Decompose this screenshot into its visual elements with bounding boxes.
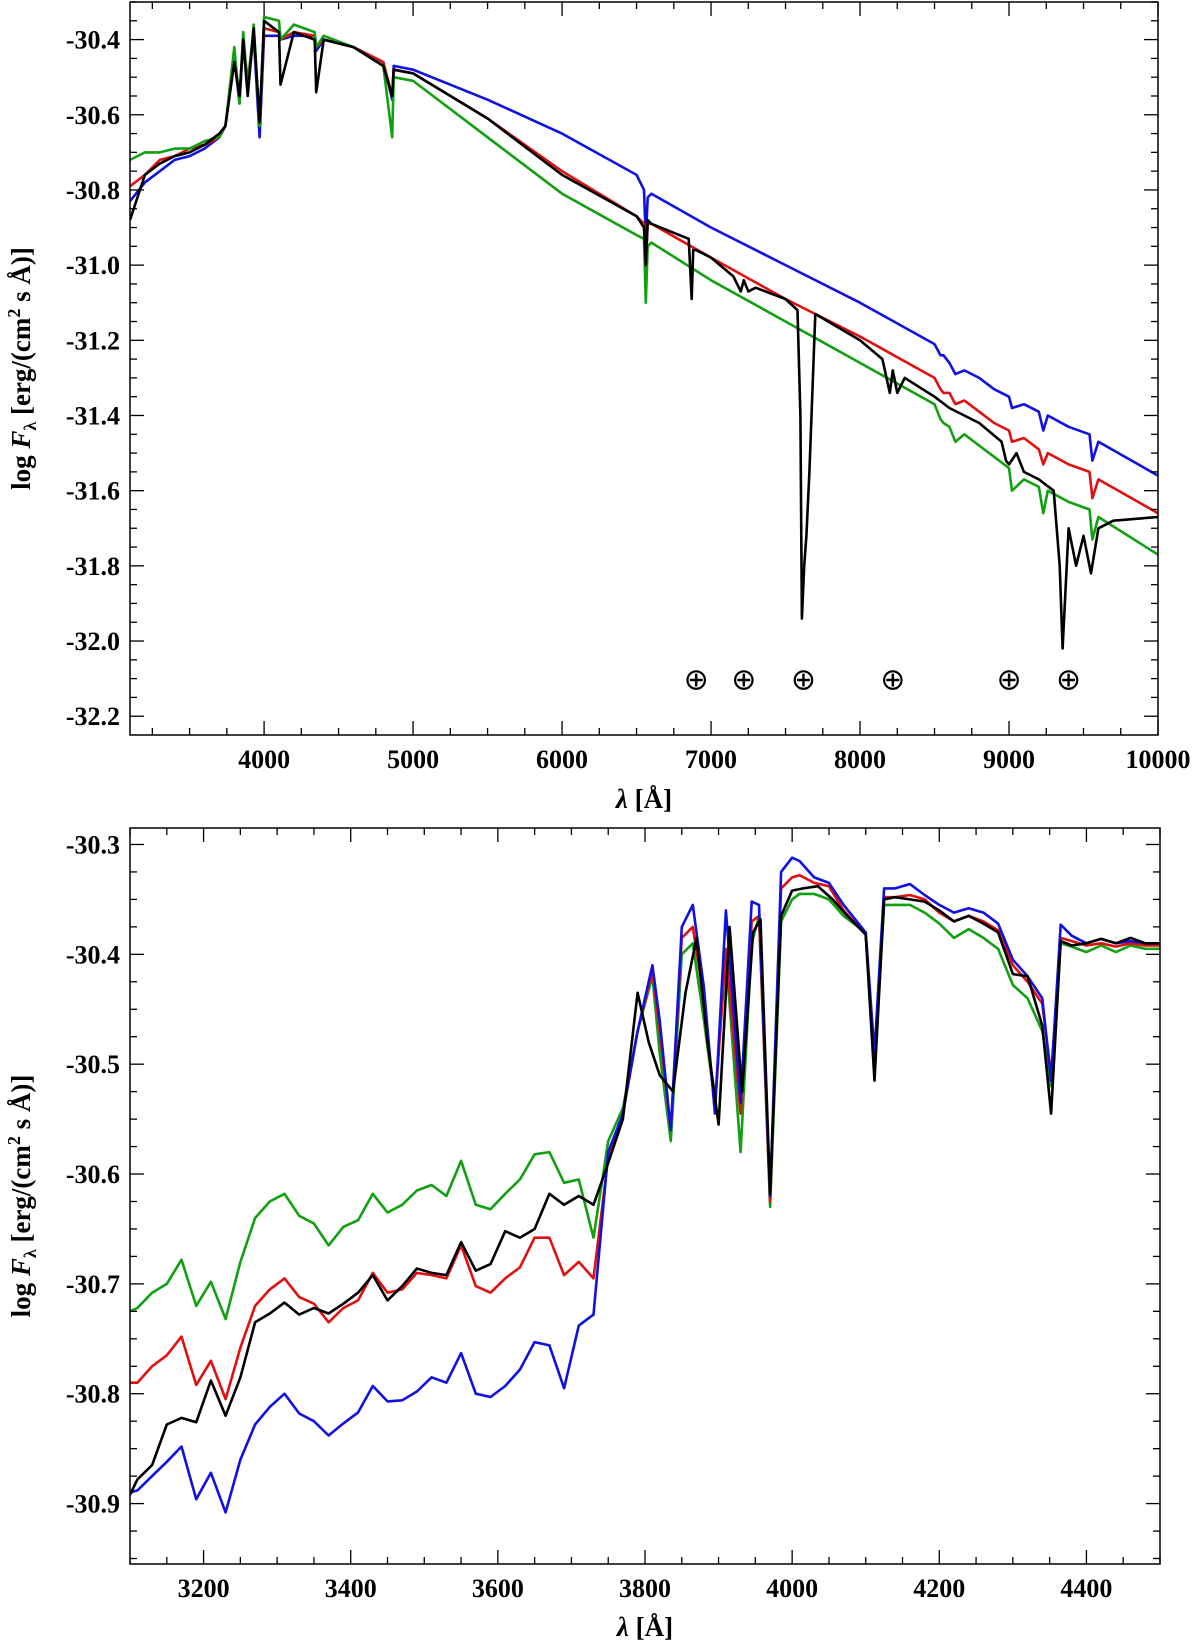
y-tick-label: -32.0 xyxy=(66,627,120,656)
telluric-marker: ⊕ xyxy=(996,663,1021,698)
x-tick-label: 6000 xyxy=(536,745,588,774)
x-axis-label: λ [Å] xyxy=(615,784,672,814)
x-tick-label: 9000 xyxy=(983,745,1035,774)
series-line-green xyxy=(130,15,1158,556)
x-tick-label: 3200 xyxy=(178,1574,230,1603)
telluric-marker: ⊕ xyxy=(731,663,756,698)
series-line-black xyxy=(130,884,1160,1496)
y-tick-label: -31.2 xyxy=(66,326,120,355)
telluric-marker: ⊕ xyxy=(1056,663,1081,698)
x-tick-label: 10000 xyxy=(1126,745,1191,774)
y-tick-label: -30.5 xyxy=(66,1050,120,1079)
y-tick-label: -31.4 xyxy=(66,401,120,430)
y-tick-label: -30.9 xyxy=(66,1490,120,1519)
series-line-green xyxy=(130,892,1160,1321)
y-tick-label: -30.6 xyxy=(66,101,120,130)
y-axis-label: log Fλ [erg/(cm2 s Å)] xyxy=(4,247,40,490)
bottom-panel: 3200 3400 3600 3800 4000 4200 4400 -30.3 -30.4 -3… xyxy=(4,827,1161,1642)
y-tick-label: -31.8 xyxy=(66,552,120,581)
x-tick-label: 4200 xyxy=(913,1574,965,1603)
telluric-marker: ⊕ xyxy=(791,663,816,698)
top-panel: 4000 5000 6000 7000 8000 9000 10000 -30.4 -30.6 -… xyxy=(4,1,1191,814)
x-tick-label: 3400 xyxy=(325,1574,377,1603)
y-tick-label: -30.8 xyxy=(66,176,120,205)
y-tick-label: -30.7 xyxy=(66,1270,120,1299)
y-tick-label: -31.0 xyxy=(66,251,120,280)
telluric-marker: ⊕ xyxy=(880,663,905,698)
y-tick-label: -30.6 xyxy=(66,1160,120,1189)
x-tick-label: 8000 xyxy=(834,745,886,774)
telluric-marker: ⊕ xyxy=(684,663,709,698)
y-tick-label: -32.2 xyxy=(66,702,120,731)
y-tick-label: -30.3 xyxy=(66,830,120,859)
y-tick-label: -30.4 xyxy=(66,940,120,969)
y-tick-label: -31.6 xyxy=(66,477,120,506)
plot-frame xyxy=(129,1,1159,736)
series-line-blue xyxy=(130,856,1160,1514)
y-axis-label: log Fλ [erg/(cm2 s Å)] xyxy=(4,1075,40,1318)
x-tick-label: 4000 xyxy=(238,745,290,774)
x-tick-label: 5000 xyxy=(387,745,439,774)
series-line-black xyxy=(130,19,1158,650)
y-tick-label: -30.8 xyxy=(66,1380,120,1409)
x-tick-label: 4400 xyxy=(1060,1574,1112,1603)
x-tick-label: 3800 xyxy=(619,1574,671,1603)
x-axis-label: λ [Å] xyxy=(616,1612,673,1642)
x-tick-label: 7000 xyxy=(685,745,737,774)
y-tick-label: -30.4 xyxy=(66,26,120,55)
x-tick-label: 4000 xyxy=(766,1574,818,1603)
x-tick-label: 3600 xyxy=(472,1574,524,1603)
